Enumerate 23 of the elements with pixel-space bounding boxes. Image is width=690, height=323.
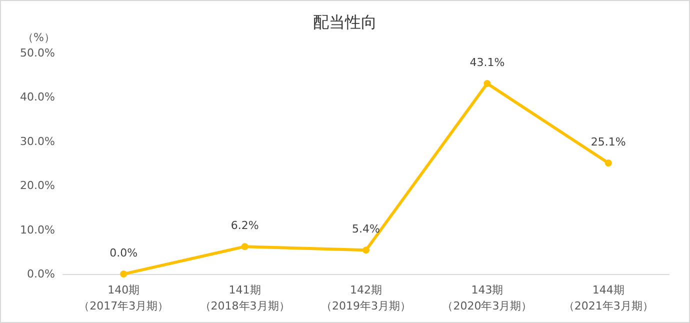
y-tick-label: 50.0%	[20, 46, 55, 60]
point	[120, 270, 128, 278]
data-label: 25.1%	[590, 136, 626, 149]
data-label: 6.2%	[230, 219, 259, 232]
y-tick-label: 30.0%	[20, 134, 55, 148]
data-label: 43.1%	[470, 56, 505, 69]
y-tick-label: 0.0%	[27, 268, 55, 280]
x-tick-label: 141期（2018年3月期）	[200, 284, 290, 312]
data-label: 0.0%	[110, 246, 138, 260]
point	[362, 246, 370, 254]
y-tick-label: 20.0%	[20, 179, 55, 192]
x-tick-label: 140期（2017年3月期）	[78, 284, 169, 312]
chart-title: 配当性向	[313, 12, 377, 32]
y-tick-label: 40.0%	[20, 90, 55, 104]
data-label: 5.4%	[352, 222, 380, 236]
x-tick-label: 143期（2020年3月期）	[442, 284, 532, 312]
point	[241, 243, 248, 250]
y-axis-title: （%）	[22, 31, 55, 44]
x-tick-label: 144期（2021年3月期）	[563, 284, 654, 312]
x-tick-label: 142期（2019年3月期）	[321, 284, 411, 312]
point	[484, 80, 491, 87]
y-tick-label: 10.0%	[20, 223, 55, 236]
point	[604, 160, 612, 167]
